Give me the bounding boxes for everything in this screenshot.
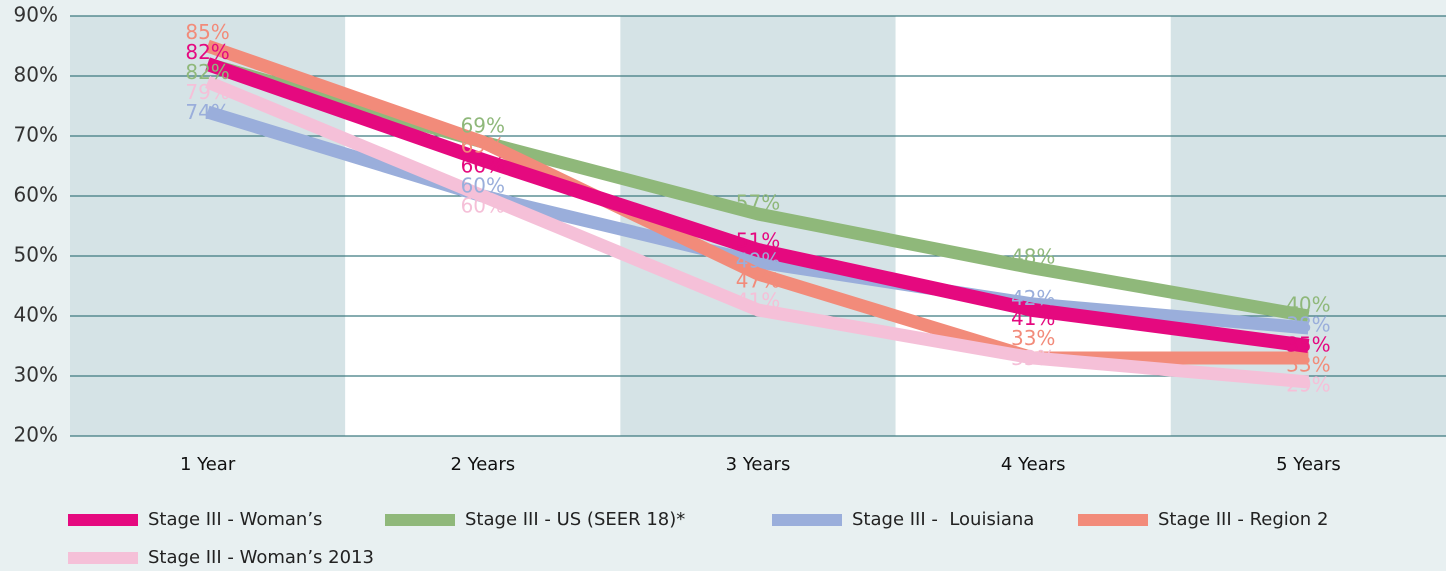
column-band bbox=[1170, 16, 1446, 436]
legend-label: Stage III - Woman’s 2013 bbox=[148, 547, 374, 568]
y-tick-label: 60% bbox=[14, 183, 58, 207]
series-line bbox=[205, 105, 1309, 335]
value-label: 33% bbox=[1011, 346, 1055, 370]
value-label: 49% bbox=[736, 249, 780, 273]
legend-label: Stage III - Woman’s bbox=[148, 509, 322, 530]
value-label: 33% bbox=[1011, 326, 1055, 350]
value-label: 66% bbox=[461, 154, 505, 178]
y-tick-label: 50% bbox=[14, 243, 58, 267]
value-label: 47% bbox=[736, 269, 780, 293]
y-tick-label: 80% bbox=[14, 63, 58, 87]
value-label: 41% bbox=[1011, 306, 1055, 330]
value-label: 29% bbox=[1286, 373, 1330, 397]
value-label: 41% bbox=[736, 289, 780, 313]
value-label: 40% bbox=[1286, 293, 1330, 317]
x-tick-label: 5 Years bbox=[1276, 454, 1341, 475]
value-label: 60% bbox=[461, 194, 505, 218]
value-label: 57% bbox=[736, 191, 780, 215]
y-tick-label: 30% bbox=[14, 363, 58, 387]
value-label: 82% bbox=[185, 40, 229, 64]
x-tick-label: 1 Year bbox=[180, 454, 236, 475]
series-line bbox=[205, 39, 1309, 365]
series-line bbox=[205, 57, 1310, 353]
value-label: 74% bbox=[185, 100, 229, 124]
value-label: 48% bbox=[1011, 245, 1055, 269]
y-tick-label: 70% bbox=[14, 123, 58, 147]
legend-label: Stage III - US (SEER 18)* bbox=[465, 509, 685, 530]
legend-swatch bbox=[1078, 514, 1148, 526]
legend-label: Stage III - Louisiana bbox=[852, 509, 1034, 530]
value-label: 69% bbox=[461, 134, 505, 158]
y-tick-label: 90% bbox=[14, 3, 58, 27]
column-band bbox=[345, 16, 621, 436]
x-tick-label: 4 Years bbox=[1001, 454, 1066, 475]
value-label: 35% bbox=[1286, 333, 1330, 357]
legend-swatch bbox=[68, 552, 138, 564]
value-label: 42% bbox=[1011, 286, 1055, 310]
value-label: 51% bbox=[736, 229, 780, 253]
column-band bbox=[895, 16, 1171, 436]
y-tick-label: 40% bbox=[14, 303, 58, 327]
x-tick-label: 3 Years bbox=[726, 454, 791, 475]
value-label: 82% bbox=[185, 60, 229, 84]
value-label: 85% bbox=[185, 20, 229, 44]
legend-swatch bbox=[772, 514, 842, 526]
value-label: 60% bbox=[461, 174, 505, 198]
legend-swatch bbox=[385, 514, 455, 526]
value-label: 33% bbox=[1286, 353, 1330, 377]
value-label: 38% bbox=[1286, 313, 1330, 337]
x-tick-label: 2 Years bbox=[450, 454, 515, 475]
value-label: 79% bbox=[185, 80, 229, 104]
value-label: 69% bbox=[461, 114, 505, 138]
series-line bbox=[205, 75, 1309, 389]
y-tick-label: 20% bbox=[14, 423, 58, 447]
legend-swatch bbox=[68, 514, 138, 526]
legend-label: Stage III - Region 2 bbox=[1158, 509, 1328, 530]
